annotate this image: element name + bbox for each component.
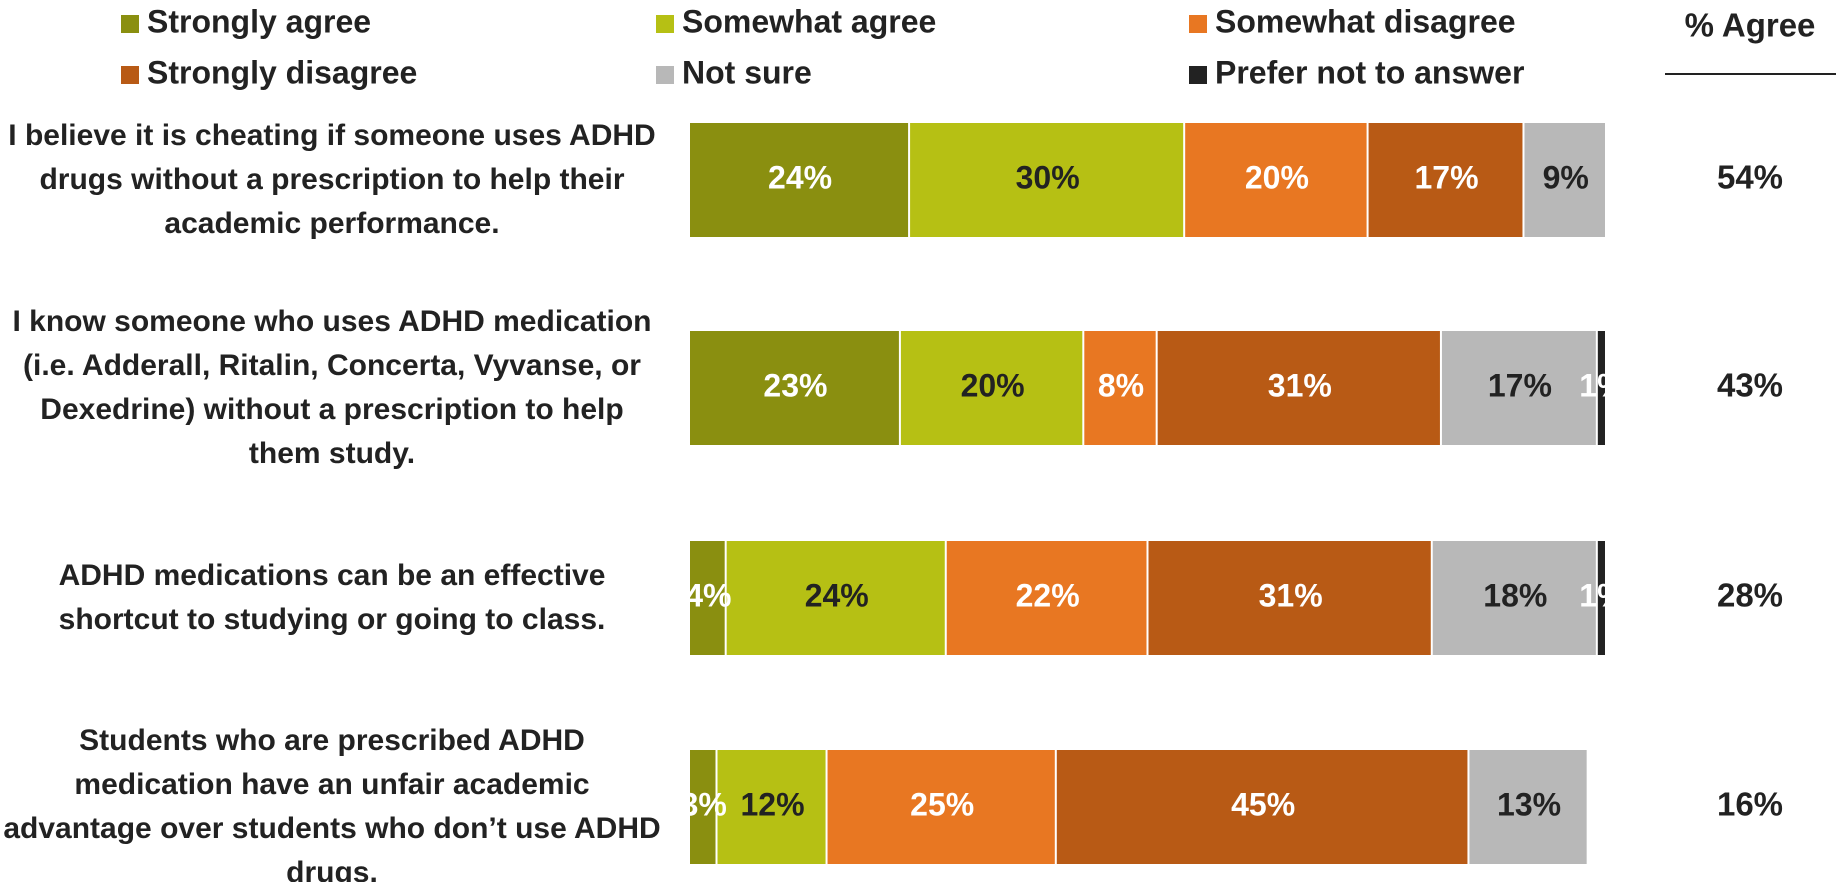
category-label: I know someone who uses ADHD medication … (12, 305, 652, 470)
data-label: 12% (741, 786, 805, 822)
bar-segment (946, 541, 1147, 655)
bar-segment (1597, 331, 1605, 445)
bar-segment (1441, 331, 1596, 445)
bar-segment (1185, 123, 1367, 237)
data-label: 23% (763, 367, 827, 403)
legend-swatch (656, 15, 674, 33)
agree-value: 54% (1717, 159, 1783, 196)
bar-segment (1469, 750, 1587, 864)
bar-segment (827, 750, 1055, 864)
legend-swatch (656, 66, 674, 84)
category-label: Students who are prescribed ADHD medicat… (3, 724, 661, 882)
bar-segment (1432, 541, 1596, 655)
bar-segment (1157, 331, 1440, 445)
data-label: 20% (1245, 159, 1309, 195)
legend-label: Somewhat disagree (1215, 3, 1516, 39)
agree-value: 43% (1717, 367, 1783, 404)
data-label: 31% (1259, 577, 1323, 613)
data-label: 9% (1543, 159, 1589, 195)
bar-segment (1368, 123, 1523, 237)
legend-swatch (1189, 15, 1207, 33)
legend-label: Not sure (682, 54, 812, 90)
data-label: 4% (685, 577, 731, 613)
category-label: ADHD medications can be an effective sho… (58, 559, 606, 636)
legend-label: Prefer not to answer (1215, 54, 1524, 90)
agree-value: 16% (1717, 786, 1783, 823)
data-label: 18% (1483, 577, 1547, 613)
bar-segment (690, 541, 725, 655)
bar-segment (690, 123, 909, 237)
data-label: 1% (1579, 577, 1625, 613)
data-label: 1% (1579, 367, 1625, 403)
legend-swatch (121, 15, 139, 33)
bar-segment (900, 331, 1083, 445)
data-label: 45% (1231, 786, 1295, 822)
data-label: 31% (1268, 367, 1332, 403)
legend-label: Somewhat agree (682, 3, 936, 39)
legend-swatch (121, 66, 139, 84)
data-label: 3% (681, 786, 727, 822)
bar-segment (1056, 750, 1468, 864)
data-label: 30% (1016, 159, 1080, 195)
legend-label: Strongly disagree (147, 54, 417, 90)
bar-segment (1148, 541, 1431, 655)
legend-swatch (1189, 66, 1207, 84)
bar-segment (910, 123, 1184, 237)
data-label: 24% (805, 577, 869, 613)
category-label: I believe it is cheating if someone uses… (8, 119, 656, 240)
bar-segment (1597, 541, 1605, 655)
bar-segment (690, 331, 899, 445)
bar-segment (1084, 331, 1156, 445)
bar-segment (690, 750, 716, 864)
data-label: 17% (1488, 367, 1552, 403)
agree-value: 28% (1717, 577, 1783, 614)
data-label: 24% (768, 159, 832, 195)
data-label: 25% (910, 786, 974, 822)
agree-header: % Agree (1685, 7, 1816, 44)
data-label: 20% (961, 367, 1025, 403)
data-label: 22% (1016, 577, 1080, 613)
bar-segment (726, 541, 945, 655)
data-label: 13% (1497, 786, 1561, 822)
data-label: 17% (1415, 159, 1479, 195)
bar-segment (717, 750, 826, 864)
legend-label: Strongly agree (147, 3, 371, 39)
data-label: 8% (1098, 367, 1144, 403)
bar-segment (1524, 123, 1605, 237)
